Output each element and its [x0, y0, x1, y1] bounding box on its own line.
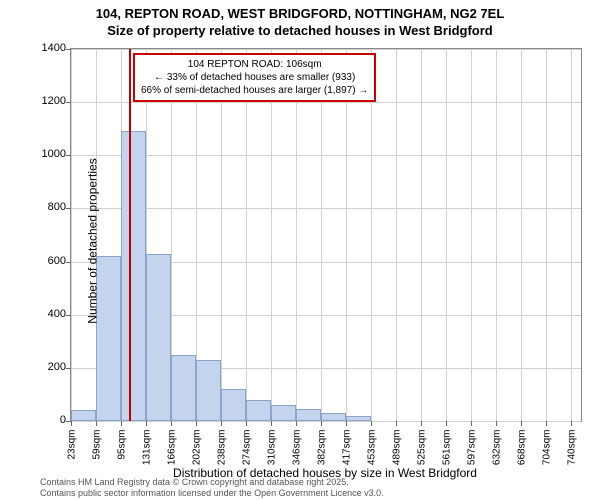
histogram-bar — [121, 131, 146, 421]
chart-title-main: 104, REPTON ROAD, WEST BRIDGFORD, NOTTIN… — [0, 0, 600, 23]
grid-line-h — [71, 155, 581, 156]
grid-line-h — [71, 208, 581, 209]
y-tick-label: 1200 — [42, 95, 66, 107]
histogram-bar — [171, 355, 196, 421]
annotation-line1: 104 REPTON ROAD: 106sqm — [141, 58, 368, 71]
y-tick-label: 400 — [48, 308, 66, 320]
grid-line-v — [346, 49, 347, 421]
grid-line-h — [71, 49, 581, 50]
x-tick-label: 274sqm — [241, 430, 252, 470]
attribution-text: Contains HM Land Registry data © Crown c… — [40, 477, 384, 498]
y-tick-label: 1400 — [42, 42, 66, 54]
tick-mark-x — [121, 421, 122, 426]
annotation-line2: ← 33% of detached houses are smaller (93… — [141, 71, 368, 84]
tick-mark-x — [96, 421, 97, 426]
grid-line-v — [421, 49, 422, 421]
grid-line-v — [546, 49, 547, 421]
y-tick-label: 1000 — [42, 148, 66, 160]
grid-line-v — [221, 49, 222, 421]
tick-mark-x — [346, 421, 347, 426]
x-tick-label: 525sqm — [416, 430, 427, 470]
tick-mark-x — [471, 421, 472, 426]
tick-mark-x — [271, 421, 272, 426]
x-tick-label: 202sqm — [191, 430, 202, 470]
tick-mark-x — [221, 421, 222, 426]
tick-mark-x — [196, 421, 197, 426]
tick-mark-x — [546, 421, 547, 426]
x-tick-label: 238sqm — [216, 430, 227, 470]
attribution-line1: Contains HM Land Registry data © Crown c… — [40, 477, 384, 487]
tick-mark-x — [396, 421, 397, 426]
y-tick-label: 800 — [48, 201, 66, 213]
tick-mark-x — [371, 421, 372, 426]
x-tick-label: 489sqm — [391, 430, 402, 470]
x-tick-label: 310sqm — [266, 430, 277, 470]
x-tick-label: 417sqm — [341, 430, 352, 470]
histogram-bar — [221, 389, 246, 421]
grid-line-v — [71, 49, 72, 421]
y-tick-label: 0 — [60, 414, 66, 426]
grid-line-v — [471, 49, 472, 421]
tick-mark-x — [321, 421, 322, 426]
x-tick-label: 704sqm — [541, 430, 552, 470]
reference-line — [129, 49, 131, 421]
plot-area: 104 REPTON ROAD: 106sqm← 33% of detached… — [70, 48, 582, 422]
histogram-bar — [196, 360, 221, 421]
tick-mark-x — [246, 421, 247, 426]
x-tick-label: 740sqm — [566, 430, 577, 470]
grid-line-v — [446, 49, 447, 421]
grid-line-v — [571, 49, 572, 421]
chart-title-sub: Size of property relative to detached ho… — [0, 23, 600, 40]
x-tick-label: 59sqm — [91, 430, 102, 470]
histogram-bar — [146, 254, 171, 421]
histogram-bar — [321, 413, 346, 421]
x-tick-label: 632sqm — [491, 430, 502, 470]
y-tick-label: 600 — [48, 255, 66, 267]
x-tick-label: 382sqm — [316, 430, 327, 470]
x-tick-label: 668sqm — [516, 430, 527, 470]
histogram-bar — [346, 416, 371, 421]
grid-line-v — [396, 49, 397, 421]
grid-line-h — [71, 421, 581, 422]
x-tick-label: 561sqm — [441, 430, 452, 470]
x-tick-label: 346sqm — [291, 430, 302, 470]
histogram-bar — [296, 409, 321, 421]
tick-mark-x — [446, 421, 447, 426]
grid-line-h — [71, 102, 581, 103]
histogram-bar — [246, 400, 271, 421]
grid-line-v — [321, 49, 322, 421]
x-tick-label: 23sqm — [67, 430, 78, 470]
tick-mark-x — [296, 421, 297, 426]
tick-mark-x — [171, 421, 172, 426]
x-tick-label: 131sqm — [141, 430, 152, 470]
tick-mark-x — [571, 421, 572, 426]
x-tick-label: 597sqm — [466, 430, 477, 470]
chart-container: 104, REPTON ROAD, WEST BRIDGFORD, NOTTIN… — [0, 0, 600, 500]
grid-line-v — [296, 49, 297, 421]
attribution-line2: Contains public sector information licen… — [40, 488, 384, 498]
grid-line-v — [521, 49, 522, 421]
x-tick-label: 95sqm — [116, 430, 127, 470]
annotation-line3: 66% of semi-detached houses are larger (… — [141, 84, 368, 97]
grid-line-v — [496, 49, 497, 421]
tick-mark-x — [421, 421, 422, 426]
grid-line-v — [371, 49, 372, 421]
tick-mark-x — [521, 421, 522, 426]
grid-line-v — [271, 49, 272, 421]
grid-line-v — [246, 49, 247, 421]
x-tick-label: 166sqm — [166, 430, 177, 470]
y-tick-label: 200 — [48, 361, 66, 373]
histogram-bar — [71, 410, 96, 421]
y-axis-label: Number of detached properties — [86, 158, 100, 323]
histogram-bar — [271, 405, 296, 421]
tick-mark-x — [496, 421, 497, 426]
x-tick-label: 453sqm — [366, 430, 377, 470]
tick-mark-x — [71, 421, 72, 426]
tick-mark-x — [146, 421, 147, 426]
annotation-box: 104 REPTON ROAD: 106sqm← 33% of detached… — [133, 53, 376, 102]
